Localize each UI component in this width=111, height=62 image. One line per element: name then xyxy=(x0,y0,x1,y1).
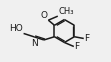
Text: CH₃: CH₃ xyxy=(58,7,74,16)
Text: F: F xyxy=(75,42,80,51)
Text: O: O xyxy=(41,11,48,20)
Text: N: N xyxy=(31,39,38,48)
Text: F: F xyxy=(84,34,90,43)
Text: HO: HO xyxy=(9,24,23,33)
